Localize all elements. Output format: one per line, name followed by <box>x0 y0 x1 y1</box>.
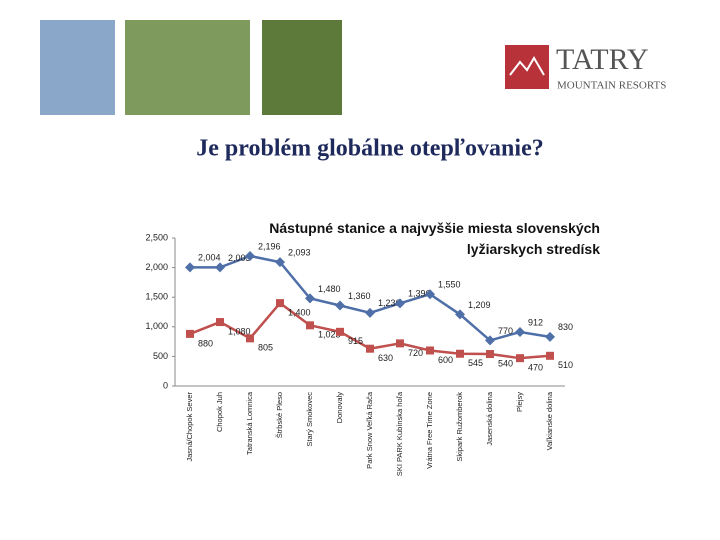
data-label: 720 <box>408 348 423 358</box>
data-label: 2,004 <box>198 253 221 263</box>
data-label: 2,093 <box>288 247 311 257</box>
data-label: 510 <box>558 360 573 370</box>
point <box>246 334 254 343</box>
data-label: 1,025 <box>318 330 341 340</box>
y-tick-label: 2,000 <box>145 262 168 272</box>
data-label: 915 <box>348 336 363 346</box>
data-label: 1,360 <box>348 291 371 301</box>
data-label: 830 <box>558 322 573 332</box>
x-tick-label: Donovaly <box>335 392 344 424</box>
point <box>276 299 284 308</box>
point <box>545 331 555 342</box>
logo-name: TATRY <box>556 43 649 76</box>
point <box>546 351 554 360</box>
data-label: 1,400 <box>288 307 311 317</box>
point <box>335 300 345 311</box>
data-label: 1,396 <box>408 289 431 299</box>
data-label: 540 <box>498 358 513 368</box>
x-tick-label: Jasná/Chopok Sever <box>185 391 194 461</box>
point <box>515 327 525 338</box>
data-label: 1,209 <box>468 300 491 310</box>
point <box>245 250 255 261</box>
data-label: 2,196 <box>258 241 281 251</box>
point <box>365 307 375 318</box>
point <box>215 262 225 273</box>
data-label: 1,550 <box>438 280 461 290</box>
photo <box>40 20 115 115</box>
x-tick-label: Chopok Juh <box>215 392 224 432</box>
data-label: 770 <box>498 326 513 336</box>
photo <box>125 20 250 115</box>
point <box>366 344 374 353</box>
point <box>396 339 404 348</box>
point <box>185 262 195 273</box>
point <box>486 350 494 359</box>
y-tick-label: 500 <box>153 351 168 361</box>
y-tick-label: 1,500 <box>145 292 168 302</box>
point <box>455 309 465 320</box>
point <box>216 318 224 327</box>
point <box>305 293 315 304</box>
x-tick-label: Plejsy <box>515 392 524 412</box>
logo-mark <box>505 45 549 89</box>
data-label: 1,480 <box>318 284 341 294</box>
point <box>485 335 495 346</box>
data-label: 805 <box>258 343 273 353</box>
x-tick-label: SKI PARK Kubínska hoľa <box>395 391 404 476</box>
point <box>336 327 344 336</box>
data-label: 630 <box>378 353 393 363</box>
point <box>275 257 285 268</box>
point <box>306 321 314 330</box>
x-tick-label: Park Snow Veľká Rača <box>365 391 374 469</box>
logo-tagline: MOUNTAIN RESORTS <box>557 80 666 92</box>
data-label: 1,236 <box>378 298 401 308</box>
point <box>186 329 194 338</box>
x-tick-label: Skipark Ružomberok <box>455 392 464 462</box>
point <box>426 346 434 355</box>
x-tick-label: Tatranská Lomnica <box>245 391 254 455</box>
chart-title: Nástupné stanice a najvyššie miesta slov… <box>269 220 600 257</box>
slide-title: Je problém globálne otepľovanie? <box>196 136 543 162</box>
x-tick-label: Jasenská dolina <box>485 391 494 446</box>
photo <box>262 20 342 115</box>
data-label: 470 <box>528 363 543 373</box>
data-label: 1,080 <box>228 326 251 336</box>
data-label: 880 <box>198 338 213 348</box>
point <box>516 354 524 363</box>
x-tick-label: Štrbské Pleso <box>275 392 284 438</box>
data-label: 600 <box>438 355 453 365</box>
data-label: 545 <box>468 358 483 368</box>
y-tick-label: 0 <box>163 380 168 390</box>
point <box>456 349 464 358</box>
y-tick-label: 2,500 <box>145 232 168 242</box>
point <box>395 298 405 309</box>
x-tick-label: Vaľkianske dolina <box>545 391 554 450</box>
chart-title-box: Nástupné stanice a najvyššie miesta slov… <box>269 220 600 257</box>
x-tick-label: Vrátna Free Time Zone <box>425 392 434 469</box>
x-tick-label: Starý Smokovec <box>305 392 314 447</box>
logo-mountain <box>509 56 545 76</box>
data-label: 912 <box>528 317 543 327</box>
y-tick-label: 1,000 <box>145 321 168 331</box>
data-label: 2,003 <box>228 253 251 263</box>
point <box>425 289 435 300</box>
